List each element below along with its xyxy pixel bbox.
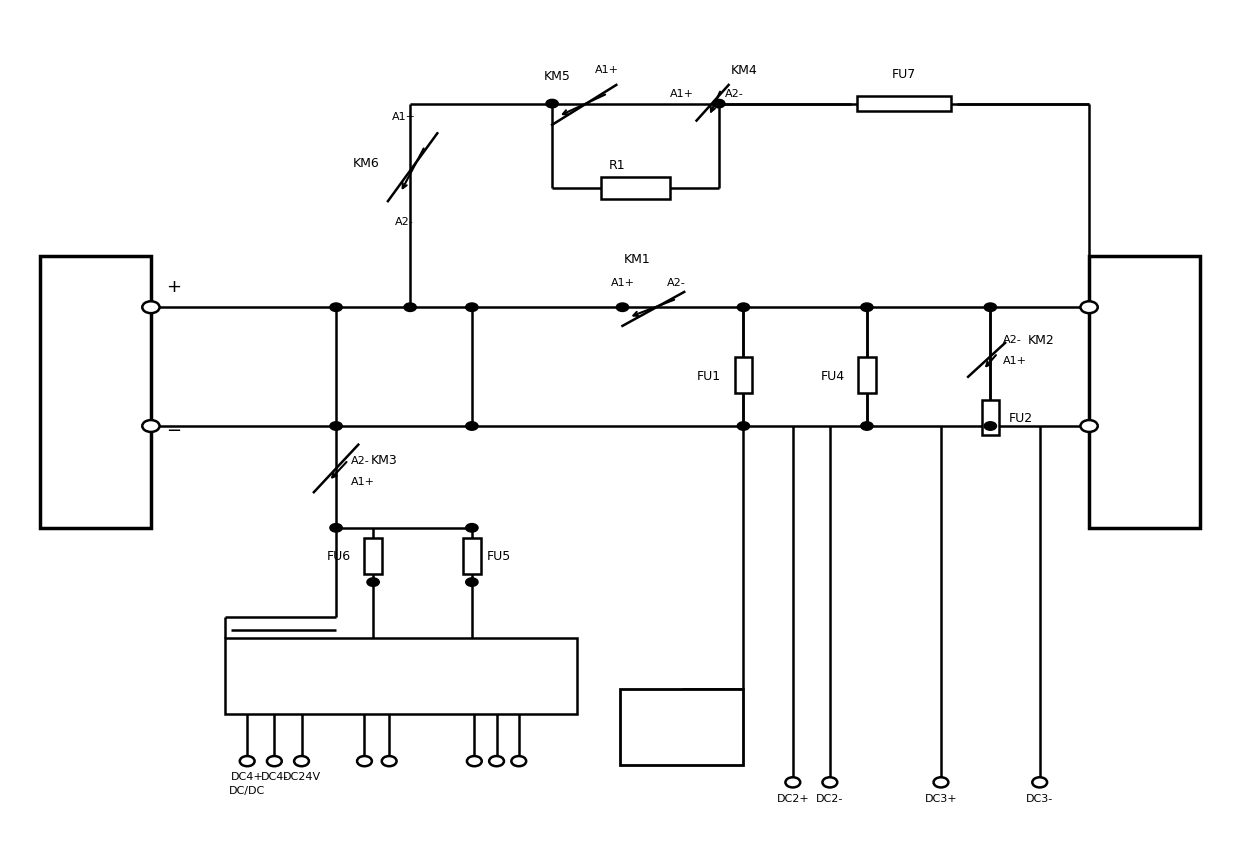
Circle shape [1080, 302, 1097, 314]
Bar [224, 638, 577, 715]
Bar [620, 689, 744, 765]
Bar [858, 358, 875, 393]
Text: DC/AC2: DC/AC2 [495, 671, 541, 682]
Circle shape [822, 777, 837, 787]
Text: 1: 1 [86, 379, 105, 407]
Text: FU2: FU2 [1009, 411, 1033, 425]
Text: A2-: A2- [1003, 335, 1022, 345]
Text: DC/DC: DC/DC [229, 785, 265, 795]
Text: DC2+: DC2+ [776, 792, 810, 803]
Circle shape [143, 302, 160, 314]
Circle shape [466, 304, 479, 312]
Text: A1+: A1+ [1003, 356, 1027, 365]
Text: A2-: A2- [667, 277, 686, 287]
Text: A2-: A2- [394, 218, 413, 227]
Circle shape [861, 304, 873, 312]
Circle shape [861, 422, 873, 431]
Circle shape [785, 777, 800, 787]
Text: KM5: KM5 [544, 70, 570, 84]
Circle shape [713, 101, 725, 108]
Text: A2-: A2- [725, 90, 744, 99]
Text: DC24V: DC24V [283, 771, 321, 781]
Bar [464, 538, 481, 574]
Text: KM4: KM4 [732, 64, 758, 78]
Circle shape [330, 304, 342, 312]
Circle shape [466, 578, 479, 587]
Text: A1+: A1+ [670, 90, 694, 99]
Text: FU1: FU1 [697, 369, 722, 382]
Circle shape [466, 422, 479, 431]
Circle shape [489, 756, 503, 766]
Text: DC4+: DC4+ [231, 771, 264, 781]
Circle shape [467, 756, 482, 766]
Text: A2-: A2- [351, 456, 370, 466]
Circle shape [616, 304, 629, 312]
Text: DC3-: DC3- [1025, 792, 1053, 803]
Circle shape [1033, 777, 1047, 787]
Text: −: − [166, 421, 181, 440]
Circle shape [466, 524, 479, 532]
Circle shape [267, 756, 281, 766]
Text: KM2: KM2 [1028, 334, 1054, 346]
Text: A1+: A1+ [611, 277, 635, 287]
Text: FU6: FU6 [327, 549, 351, 563]
Circle shape [239, 756, 254, 766]
Circle shape [738, 422, 750, 431]
Circle shape [404, 304, 417, 312]
Circle shape [143, 421, 160, 432]
Circle shape [934, 777, 949, 787]
Text: KM3: KM3 [371, 454, 397, 467]
Bar [365, 538, 382, 574]
Circle shape [357, 756, 372, 766]
Text: FU5: FU5 [486, 549, 511, 563]
Bar [982, 400, 999, 436]
Text: KM6: KM6 [352, 157, 379, 171]
Text: FU7: FU7 [892, 67, 916, 81]
Text: FU4: FU4 [821, 369, 844, 382]
Text: 2: 2 [1135, 379, 1154, 407]
Circle shape [294, 756, 309, 766]
Text: +: + [166, 278, 181, 296]
Text: DC3+: DC3+ [925, 792, 957, 803]
Text: A1+: A1+ [351, 477, 374, 486]
Circle shape [382, 756, 397, 766]
Text: A1+: A1+ [392, 112, 415, 121]
Bar [40, 257, 151, 528]
Bar [1089, 257, 1200, 528]
Text: DC/DC: DC/DC [264, 671, 303, 682]
Text: A1+: A1+ [595, 65, 619, 75]
Circle shape [546, 101, 558, 108]
Circle shape [738, 304, 750, 312]
Text: 10: 10 [666, 717, 697, 737]
Circle shape [511, 756, 526, 766]
Bar [601, 178, 670, 200]
Bar [735, 358, 753, 393]
Text: R1: R1 [609, 160, 625, 172]
Circle shape [330, 422, 342, 431]
Circle shape [330, 524, 342, 532]
Circle shape [367, 578, 379, 587]
Text: DC2-: DC2- [816, 792, 843, 803]
Text: KM1: KM1 [624, 252, 651, 265]
Bar [857, 97, 951, 112]
Circle shape [985, 422, 997, 431]
Circle shape [1080, 421, 1097, 432]
Circle shape [985, 304, 997, 312]
Text: DC/AC1: DC/AC1 [378, 671, 424, 682]
Text: DC4-: DC4- [260, 771, 288, 781]
